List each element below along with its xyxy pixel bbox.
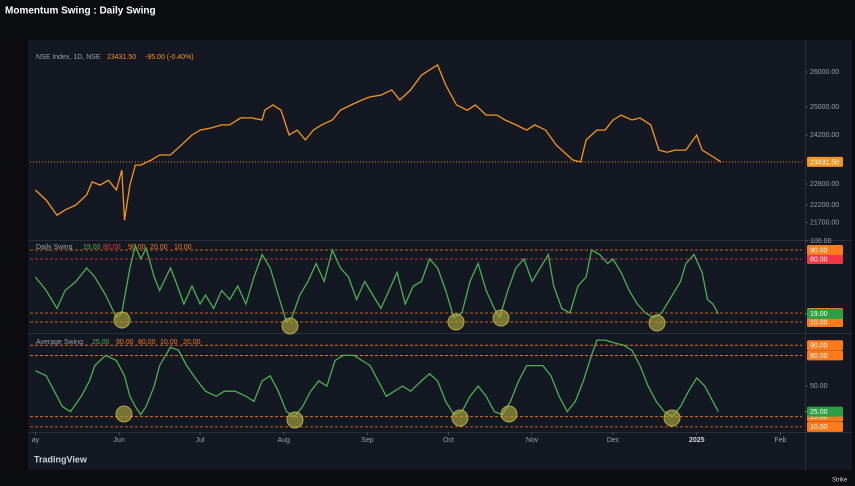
highlight [648,314,666,332]
series-line [35,339,719,418]
y-tick-label: 25000.00 [810,104,839,111]
legend-title: NSE Index, 1D, NSE [36,54,101,61]
axis-badge [807,308,843,319]
axis-badge [807,254,843,264]
axis-badge-label: 19.00 [810,311,828,318]
highlight-circles [113,309,681,429]
legend-level: 90.00 [116,339,134,346]
pane-title: Average Swing [36,339,83,346]
x-tick-label: Jun [113,437,124,444]
x-tick-label: Feb [774,437,786,444]
y-tick-label: 50.00 [810,383,828,390]
y-tick-label: 26000.00 [810,69,839,76]
highlight [115,405,133,423]
axis-badge [807,340,843,351]
x-tick-label: Sep [361,437,374,444]
x-tick-label: Jul [196,437,205,444]
x-tick-label: Dec [607,437,620,444]
x-tick-label: Nov [526,437,539,444]
y-tick-label: 21700.00 [810,219,839,226]
highlight [113,311,131,329]
axis-badge-label: 20.00 [810,414,828,421]
y-tick-label: 22800.00 [810,181,839,188]
pane-title: Daily Swing [36,244,73,251]
legend-value: 19.00 [83,244,101,251]
highlight [500,405,518,423]
x-tick-label: Aug [277,437,290,444]
legend-level: 20.00 [150,244,168,251]
brand-logo: TradingView [34,454,88,464]
highlight [492,309,510,327]
axis-badge-label: 10.00 [810,424,828,431]
axis-badge-label: 10.00 [810,319,828,326]
legend-level: 10.00 [174,244,192,251]
axis-badge [807,421,843,432]
x-tick-label: 2025 [689,437,705,444]
axis-badge [807,350,843,361]
axis-badge [807,156,843,167]
axis-badge [807,245,843,255]
legend-level: 20.00 [183,339,201,346]
axis-badge-label: 80.00 [810,353,828,360]
highlight [286,411,304,429]
axis-badge-label: 80.00 [810,256,828,263]
x-tick-label: Oct [443,437,454,444]
highlight [663,409,681,427]
page-title: Momentum Swing : Daily Swing [5,6,156,17]
legend-level: 80.00 [138,339,156,346]
y-tick-label: 22200.00 [810,202,839,209]
y-tick-label: 100.00 [810,238,832,245]
highlight [451,409,469,427]
corner-label: Strike [832,478,848,484]
axis-badge [807,406,843,417]
y-tick-label: 24200.00 [810,132,839,139]
series-line [34,64,722,221]
legend-change: -95.00 (-0.40%) [145,54,194,61]
axis-badge-label: 90.00 [810,247,828,254]
axis-badge-label: 90.00 [810,343,828,350]
axis-badge-label: 23431.50 [810,159,839,166]
axis-badge [807,317,843,327]
chart-panel [28,40,852,470]
highlight [447,313,465,331]
legend-level: 80.00 [103,244,121,251]
highlight [281,317,299,335]
legend-level: 90.00 [128,244,146,251]
x-tick-label: ay [32,437,40,444]
series-line [34,243,719,324]
legend-level: 10.00 [160,339,178,346]
legend-value: 23431.50 [107,54,136,61]
axis-badge-label: 25.00 [810,409,828,416]
legend-value: 25.00 [92,339,110,346]
